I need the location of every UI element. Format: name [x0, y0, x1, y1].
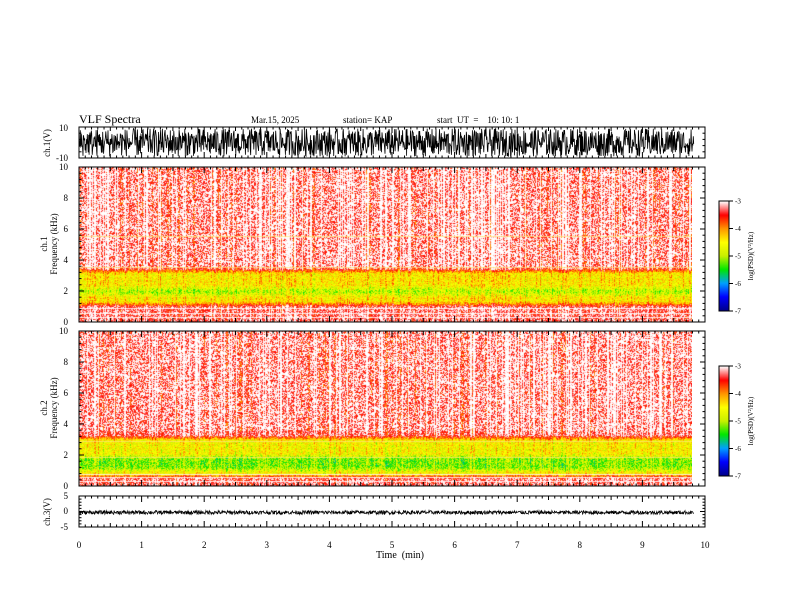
station-label: station= KAP: [343, 115, 392, 125]
ch1-ytick-max: 10: [59, 123, 69, 133]
ch1-ytick-6: 6: [64, 224, 69, 234]
x-tick-label-7: 7: [515, 540, 520, 550]
ch1-waveform-ylabel: ch.1(V): [42, 129, 52, 157]
ch2-ytick-8: 8: [64, 357, 69, 367]
ch3-ytick-min: -5: [61, 522, 69, 532]
ch2-ytick-2: 2: [64, 450, 69, 460]
ch1-waveform-frame: [78, 126, 706, 159]
ch1-spectrogram-image: [79, 167, 692, 322]
ch3-waveform-panel: 5 0 -5 ch.3(V): [42, 491, 706, 532]
x-tick-label-0: 0: [77, 540, 82, 550]
colorbar-tick-label: -5: [735, 253, 741, 261]
x-tick-label-3: 3: [265, 540, 270, 550]
ch1-ytick-min: -10: [56, 153, 68, 163]
ch1-spectrogram-panel: 0 2 4 6 8 10 ch.1Frequency (kHz): [39, 162, 706, 327]
ch1-ytick-8: 8: [64, 193, 69, 203]
ch3-waveform-ylabel: ch.3(V): [42, 498, 52, 526]
ch1-colorbar-gradient: [719, 201, 729, 311]
ch2-spectrogram-ylabel: ch.2Frequency (kHz): [39, 377, 59, 438]
colorbar-tick-label: -4: [735, 225, 741, 233]
ch3-ytick-max: 5: [64, 491, 69, 501]
ch3-ytick-zero: 0: [64, 506, 69, 516]
colorbar-tick-label: -6: [735, 280, 741, 288]
ch2-spectrogram-image: [79, 331, 692, 486]
ch1-ytick-4: 4: [64, 255, 69, 265]
x-tick-label-4: 4: [327, 540, 332, 550]
ch1-spectrogram-ylabel: ch.1Frequency (kHz): [39, 213, 59, 274]
ch3-waveform-trace: [78, 509, 694, 516]
colorbar-tick-label: -3: [735, 198, 741, 206]
ch1-ytick-10: 10: [59, 162, 69, 172]
ch2-colorbar: -3 -4 -5 -6 -7 log(PSD)(V²/Hz): [718, 363, 755, 481]
x-tick-label-10: 10: [701, 540, 711, 550]
ch1-ytick-2: 2: [64, 286, 69, 296]
ch2-spectrogram-frame: [78, 330, 706, 487]
colorbar-tick-label: -6: [735, 445, 741, 453]
colorbar-tick-label: -3: [735, 363, 741, 371]
ch1-ytick-0: 0: [64, 317, 69, 327]
x-tick-label-8: 8: [578, 540, 583, 550]
colorbar-tick-label: -7: [735, 473, 741, 481]
ch2-ytick-4: 4: [64, 419, 69, 429]
ch2-ytick-0: 0: [64, 481, 69, 491]
x-tick-label-1: 1: [139, 540, 144, 550]
x-tick-label-9: 9: [640, 540, 645, 550]
colorbar-tick-label: -5: [735, 418, 741, 426]
ch1-waveform-trace: [78, 127, 695, 158]
ch1-colorbar-label: log(PSD)(V²/Hz): [747, 231, 755, 280]
ch1-colorbar: -3 -4 -5 -6 -7 log(PSD)(V²/Hz): [718, 198, 755, 316]
ch2-colorbar-label: log(PSD)(V²/Hz): [747, 396, 755, 445]
colorbar-tick-label: -7: [735, 308, 741, 316]
colorbar-tick-label: -4: [735, 390, 741, 398]
ch3-waveform-frame: [78, 495, 706, 528]
chart-title: VLF Spectra: [79, 112, 141, 126]
date-label: Mar.15, 2025: [251, 115, 300, 125]
x-tick-label-6: 6: [452, 540, 457, 550]
ch2-spectrogram-panel: 0 2 4 6 8 10 ch.2Frequency (kHz): [39, 326, 706, 491]
x-axis-tick-labels: 0 1 2 3 4 5 6 7 8 9 10: [77, 540, 710, 550]
ch2-ytick-6: 6: [64, 388, 69, 398]
ch2-colorbar-gradient: [719, 366, 729, 476]
x-axis-label: Time (min): [376, 550, 424, 561]
ch1-waveform-panel: 10 -10 ch.1(V): [42, 123, 706, 163]
x-tick-label-5: 5: [390, 540, 395, 550]
ch2-ytick-10: 10: [59, 326, 69, 336]
start-ut-label: start UT = 10: 10: 1: [437, 115, 519, 125]
ch1-spectrogram-frame: [78, 166, 706, 323]
x-tick-label-2: 2: [202, 540, 207, 550]
